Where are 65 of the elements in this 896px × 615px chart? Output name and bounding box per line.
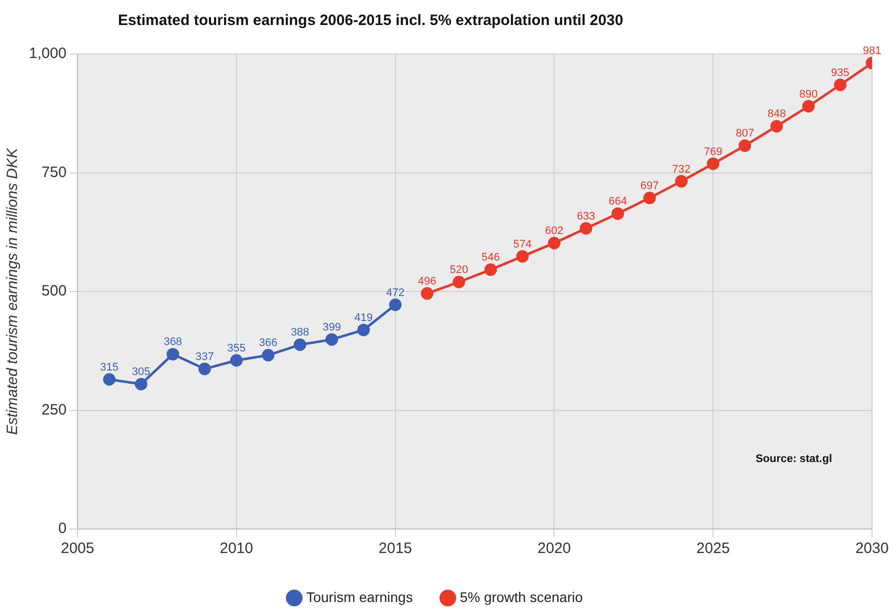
point <box>389 298 402 312</box>
chart-title: Estimated tourism earnings 2006-2015 incl. 5% extrapolation until 2030 <box>118 12 624 29</box>
point <box>675 175 688 188</box>
data-label: 732 <box>672 163 691 176</box>
data-label: 419 <box>354 312 373 324</box>
data-label: 399 <box>322 322 341 334</box>
data-label: 315 <box>100 361 118 374</box>
data-label: 981 <box>862 45 882 58</box>
point <box>326 333 338 346</box>
data-label: 935 <box>831 66 850 79</box>
point <box>452 276 466 288</box>
y-tick-label: 750 <box>42 164 67 181</box>
data-label: 602 <box>545 225 564 238</box>
annotation: Source: stat.gl <box>756 453 832 466</box>
data-label: 697 <box>640 180 659 192</box>
x-tick-label: 2010 <box>220 540 254 558</box>
point <box>103 373 116 386</box>
y-tick-label: 250 <box>42 401 67 418</box>
point <box>262 348 274 362</box>
point <box>643 192 656 204</box>
data-label: 305 <box>132 366 150 378</box>
y-tick-label: 500 <box>42 282 67 300</box>
point <box>770 120 783 132</box>
data-label: 890 <box>799 88 818 100</box>
y-axis-title: Estimated tourism earnings in millions DKK <box>4 147 22 435</box>
point <box>166 348 180 360</box>
data-label: 520 <box>450 264 468 276</box>
point <box>230 354 243 367</box>
legend-label: 5% growth scenario <box>460 588 583 605</box>
data-label: 337 <box>195 350 214 363</box>
data-label: 496 <box>418 275 436 288</box>
data-label: 388 <box>290 326 310 339</box>
data-label: 807 <box>736 128 754 140</box>
data-label: 848 <box>767 108 786 120</box>
point <box>134 378 148 390</box>
point <box>516 250 529 263</box>
data-label: 769 <box>704 146 722 158</box>
y-tick-label: 0 <box>58 520 67 538</box>
point <box>612 207 624 220</box>
x-tick-label: 2005 <box>60 540 94 558</box>
point <box>738 139 752 152</box>
data-label: 574 <box>513 238 532 250</box>
point <box>834 78 846 92</box>
x-tick-label: 2015 <box>378 540 412 558</box>
point <box>802 100 815 112</box>
data-label: 366 <box>259 337 278 350</box>
data-label: 368 <box>164 336 182 348</box>
point <box>198 362 211 376</box>
data-label: 633 <box>576 210 596 222</box>
legend-label: Tourism earnings <box>306 588 413 605</box>
point <box>294 338 306 351</box>
point <box>548 236 560 250</box>
point <box>420 287 434 300</box>
x-tick-label: 2020 <box>538 540 571 558</box>
data-label: 355 <box>227 342 246 354</box>
data-label: 546 <box>481 252 500 264</box>
point <box>484 263 497 276</box>
data-label: 664 <box>608 196 627 208</box>
x-tick-label: 2030 <box>855 540 889 558</box>
y-tick-label: 1,000 <box>28 45 67 62</box>
x-tick-label: 2025 <box>696 540 730 558</box>
point <box>706 157 720 170</box>
point <box>580 222 592 235</box>
point <box>357 324 370 336</box>
data-label: 472 <box>386 286 404 299</box>
